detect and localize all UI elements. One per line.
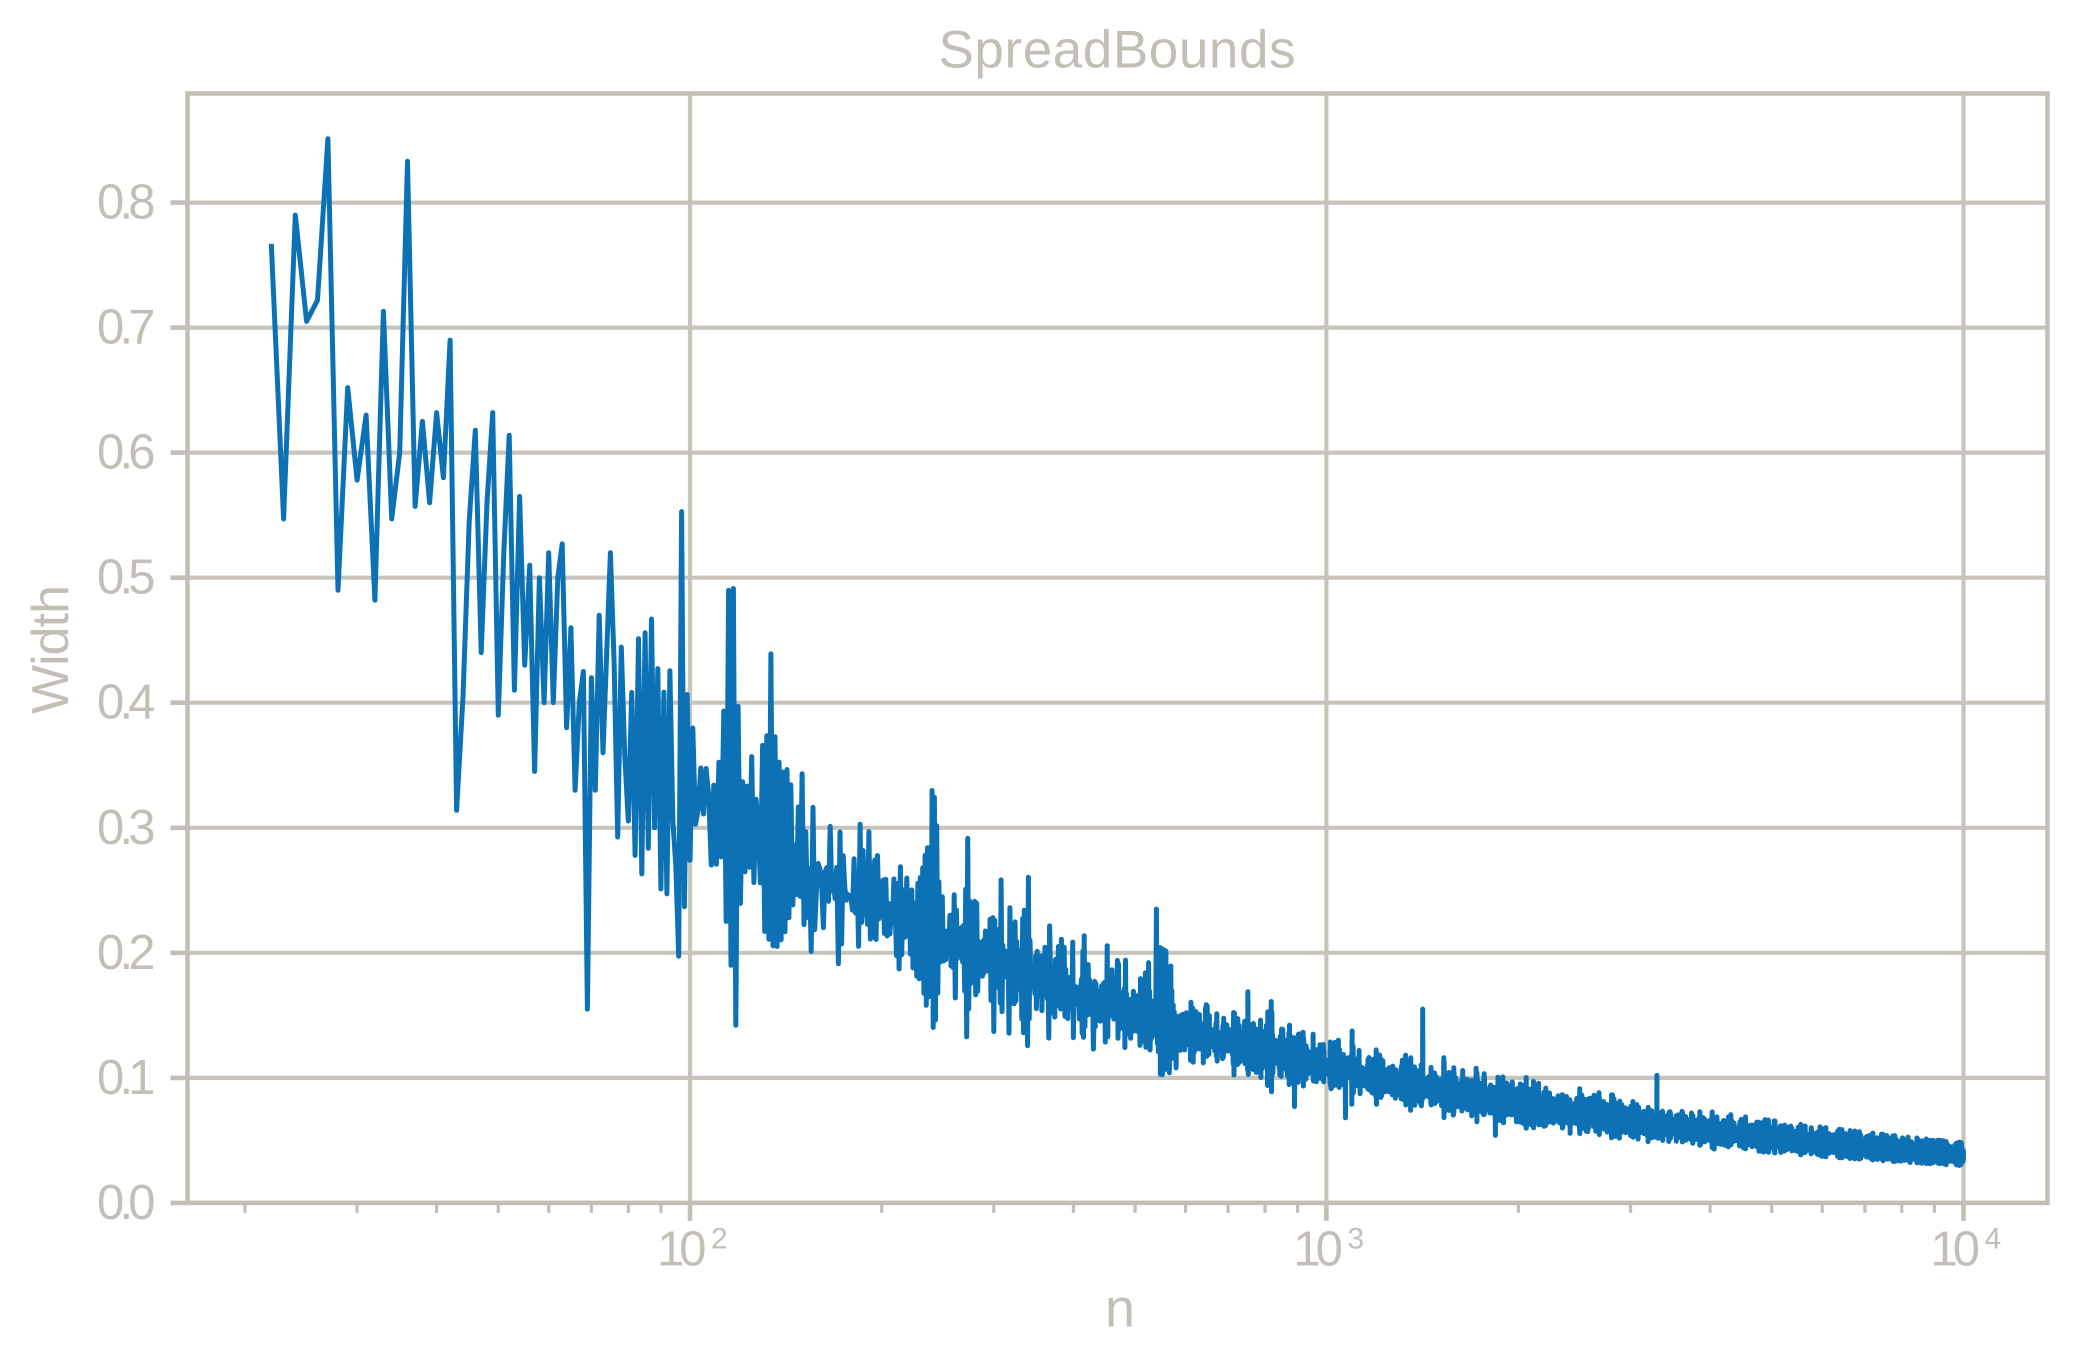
svg-text:0.6: 0.6 [97, 426, 156, 480]
svg-text:0.2: 0.2 [97, 926, 156, 980]
svg-text:0.5: 0.5 [97, 551, 156, 605]
svg-text:0.0: 0.0 [97, 1176, 156, 1230]
svg-text:0.3: 0.3 [97, 801, 156, 855]
svg-text:0.7: 0.7 [97, 301, 156, 355]
svg-text:2: 2 [711, 1223, 728, 1256]
svg-text:0.4: 0.4 [97, 676, 156, 730]
svg-text:0.8: 0.8 [97, 176, 156, 230]
svg-text:n: n [1105, 1279, 1135, 1339]
svg-text:10: 10 [1931, 1223, 1981, 1277]
svg-text:10: 10 [657, 1223, 707, 1277]
svg-text:SpreadBounds: SpreadBounds [939, 21, 1296, 80]
svg-text:4: 4 [1985, 1223, 2002, 1256]
svg-text:Width: Width [22, 585, 80, 714]
svg-text:0.1: 0.1 [97, 1051, 156, 1105]
svg-text:10: 10 [1293, 1223, 1343, 1277]
svg-text:3: 3 [1347, 1223, 1364, 1256]
